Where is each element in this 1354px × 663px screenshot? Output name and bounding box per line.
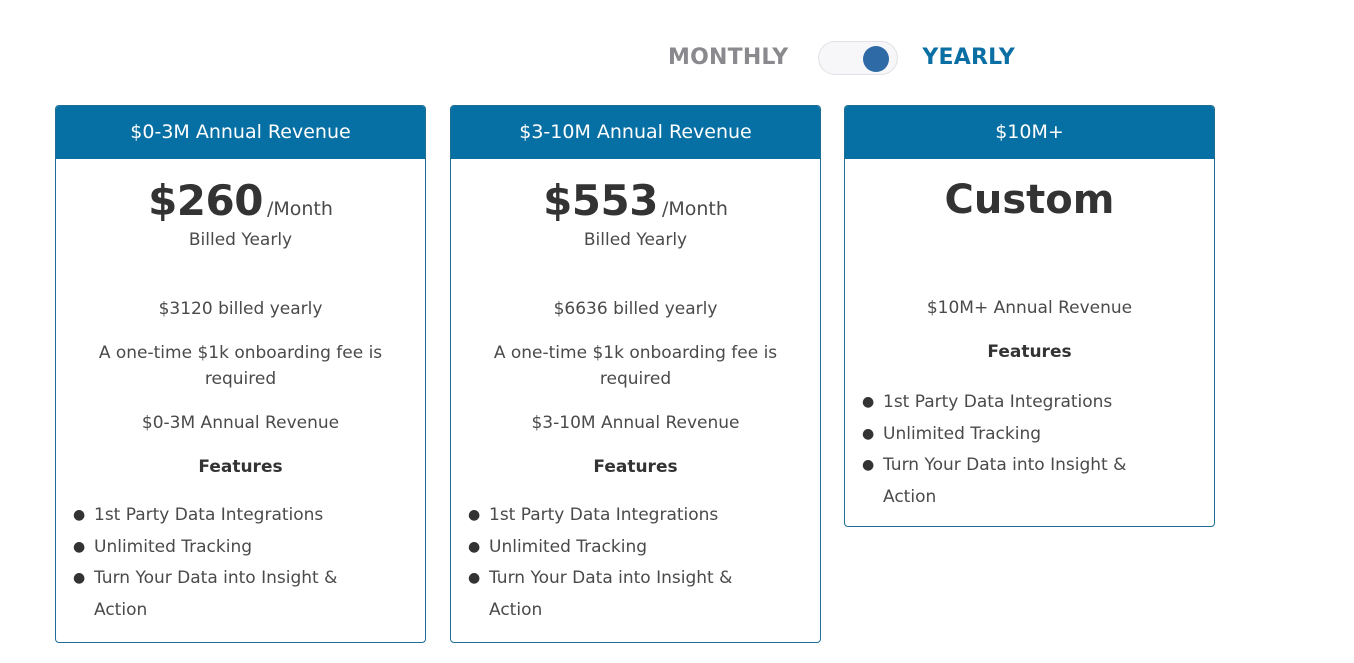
bullet-dot-icon: ● [73, 507, 86, 523]
price-amount: $260 [148, 176, 263, 225]
feature-item: ● 1st Party Data Integrations [862, 387, 1184, 419]
feature-text: Unlimited Tracking [883, 423, 1042, 444]
feature-text: 1st Party Data Integrations [489, 505, 719, 525]
bullet-dot-icon: ● [468, 570, 481, 586]
feature-text: Unlimited Tracking [489, 536, 648, 557]
card-header: $3-10M Annual Revenue [451, 106, 820, 159]
bullet-dot-icon: ● [468, 507, 481, 523]
features-heading: Features [198, 457, 283, 477]
features-list: ● 1st Party Data Integrations ● Unlimited … [845, 387, 1214, 513]
feature-item: ● 1st Party Data Integrations [468, 500, 790, 532]
onboarding-fee-note: A one-time $1k onboarding fee is require… [493, 343, 778, 389]
feature-text: Turn Your Data into Insight & Action [94, 568, 338, 620]
revenue-tier: $10M+ Annual Revenue [926, 298, 1133, 318]
feature-item: ● 1st Party Data Integrations [73, 500, 395, 532]
bullet-dot-icon: ● [862, 425, 875, 442]
bullet-dot-icon: ● [862, 394, 875, 410]
price-unit: /Month [661, 198, 728, 220]
switch-knob[interactable] [863, 46, 890, 72]
monthly-label[interactable]: MONTHLY [668, 45, 789, 70]
features-heading: Features [987, 342, 1072, 362]
features-list: ● 1st Party Data Integrations ● Unlimited … [56, 500, 425, 626]
pricing-card-10m-plus: $10M+ Custom $10M+ Annual Revenue Featur… [844, 105, 1215, 527]
feature-text: Turn Your Data into Insight & Action [489, 568, 733, 620]
feature-item: ● Unlimited Tracking [73, 532, 395, 564]
card-header: $10M+ [845, 106, 1214, 159]
feature-item: ● Turn Your Data into Insight & Action [862, 450, 1184, 513]
bullet-dot-icon: ● [73, 570, 86, 586]
feature-text: Turn Your Data into Insight & Action [883, 455, 1127, 507]
bullet-dot-icon: ● [862, 457, 875, 473]
pricing-card-3-10m: $3-10M Annual Revenue $553/Month Billed … [450, 105, 821, 643]
features-heading: Features [593, 457, 678, 477]
feature-text: Unlimited Tracking [94, 536, 253, 557]
feature-item: ● Turn Your Data into Insight & Action [468, 563, 790, 626]
onboarding-fee-note: A one-time $1k onboarding fee is require… [98, 343, 383, 389]
feature-text: 1st Party Data Integrations [883, 392, 1113, 412]
yearly-label[interactable]: YEARLY [922, 45, 1016, 70]
feature-item: ● Unlimited Tracking [468, 532, 790, 564]
price-row: $553/Month [451, 176, 820, 226]
feature-text: 1st Party Data Integrations [94, 505, 324, 525]
revenue-tier: $0-3M Annual Revenue [141, 413, 340, 433]
price-row: $260/Month [56, 176, 425, 226]
feature-item: ● Turn Your Data into Insight & Action [73, 563, 395, 626]
custom-price: Custom [944, 177, 1115, 223]
revenue-tier: $3-10M Annual Revenue [531, 413, 740, 433]
billing-period: Billed Yearly [188, 230, 293, 250]
feature-item: ● Unlimited Tracking [862, 419, 1184, 451]
yearly-total: $3120 billed yearly [158, 299, 323, 319]
bullet-dot-icon: ● [468, 538, 481, 555]
pricing-card-0-3m: $0-3M Annual Revenue $260/Month Billed Y… [55, 105, 426, 643]
bullet-dot-icon: ● [73, 538, 86, 555]
billing-switch[interactable] [818, 41, 899, 75]
yearly-total: $6636 billed yearly [553, 299, 718, 319]
price-amount: $553 [543, 176, 658, 225]
card-header: $0-3M Annual Revenue [56, 106, 425, 159]
billing-toggle: MONTHLY YEARLY [668, 38, 1015, 78]
price-unit: /Month [266, 198, 333, 220]
billing-period: Billed Yearly [583, 230, 688, 250]
features-list: ● 1st Party Data Integrations ● Unlimited … [451, 500, 820, 626]
